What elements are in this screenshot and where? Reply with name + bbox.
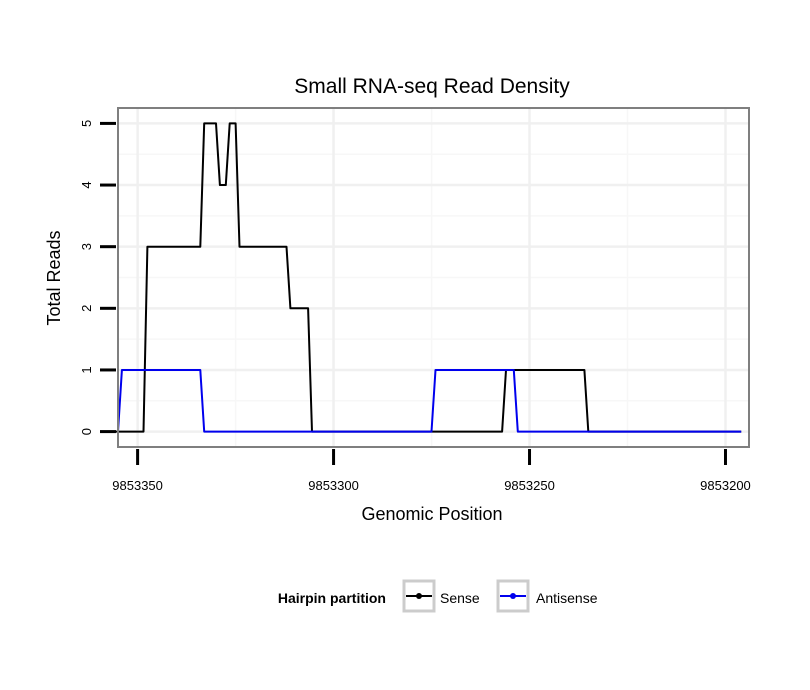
y-tick-label: 3 (79, 243, 94, 250)
x-tick-label: 9853350 (112, 478, 163, 493)
x-tick-label: 9853300 (308, 478, 359, 493)
legend-item-antisense: Antisense (496, 579, 598, 613)
legend: Hairpin partition Sense Antisense (278, 579, 598, 613)
y-tick-label: 1 (79, 366, 94, 373)
chart-title: Small RNA-seq Read Density (294, 75, 570, 98)
x-axis-title: Genomic Position (361, 504, 502, 524)
panel-border (117, 107, 750, 448)
series-line-sense (114, 122, 742, 433)
legend-title: Hairpin partition (278, 590, 386, 606)
y-tick-label: 0 (79, 428, 94, 435)
y-axis-title: Total Reads (44, 230, 64, 325)
legend-key-antisense-point (510, 593, 516, 599)
legend-label-antisense: Antisense (536, 590, 598, 606)
series-line-antisense (117, 369, 742, 433)
x-tick-label: 9853200 (700, 478, 751, 493)
y-tick-label: 2 (79, 305, 94, 312)
legend-label-sense: Sense (440, 590, 480, 606)
x-tick-label: 9853250 (504, 478, 555, 493)
legend-item-sense: Sense (402, 579, 480, 613)
y-tick-label: 4 (79, 181, 94, 188)
legend-key-sense-point (416, 593, 422, 599)
y-tick-label: 5 (79, 120, 94, 127)
plot-area: 0 1 2 3 4 5 9853350 9853300 9853250 9853200 (79, 107, 751, 493)
